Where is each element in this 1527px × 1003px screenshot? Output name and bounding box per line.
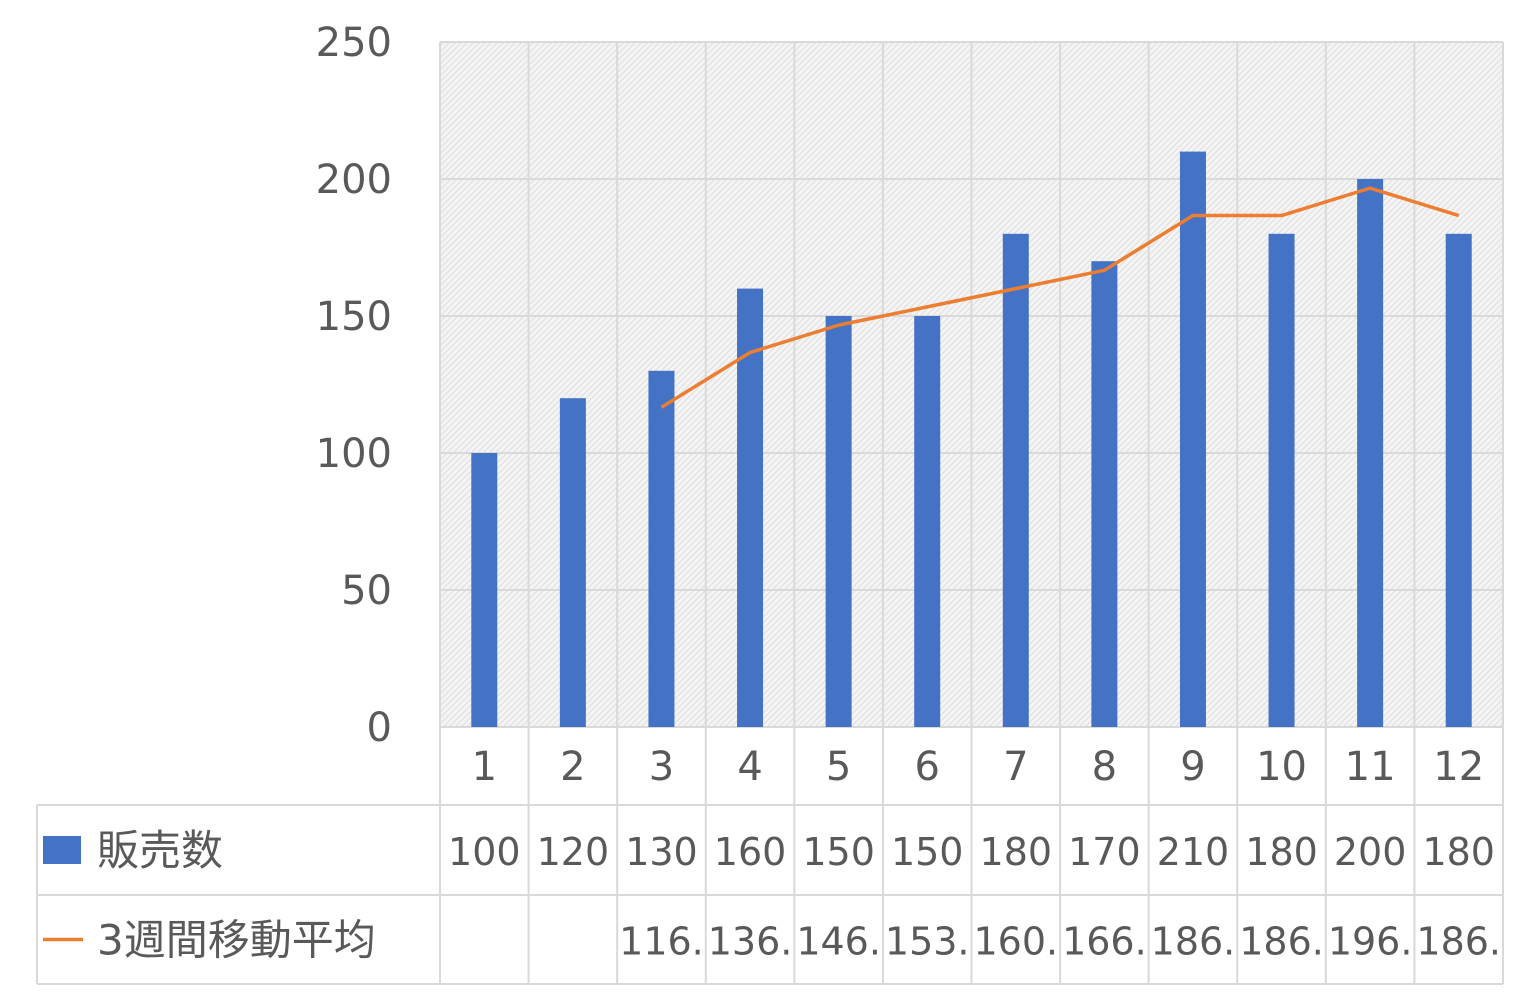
- bar-1: [471, 453, 497, 727]
- x-category-label: 8: [1092, 744, 1117, 790]
- bar-3: [648, 371, 674, 727]
- legend-series-name: 販売数: [97, 826, 223, 875]
- legend-key-bar: [43, 836, 81, 864]
- bar-11: [1357, 179, 1383, 727]
- x-category-label: 4: [737, 744, 762, 790]
- bar-9: [1180, 152, 1206, 727]
- bar-6: [914, 316, 940, 727]
- bar-8: [1091, 261, 1117, 727]
- y-tick-label: 50: [341, 568, 392, 614]
- x-category-label: 3: [649, 744, 674, 790]
- bar-12: [1446, 234, 1472, 727]
- data-table-value: 150: [802, 830, 875, 874]
- data-table-value: 136.: [708, 920, 793, 964]
- data-table-value: 186.: [1151, 920, 1236, 964]
- data-table-value: 200: [1334, 830, 1407, 874]
- x-category-label: 7: [1003, 744, 1028, 790]
- data-table-value: 153.: [885, 920, 970, 964]
- y-axis-tick-labels: 0 50 100 150 200 250: [316, 20, 392, 751]
- x-category-label: 6: [914, 744, 939, 790]
- data-table-value: 146.: [796, 920, 881, 964]
- data-table-value: 196.: [1328, 920, 1413, 964]
- data-table-value: 170: [1068, 830, 1141, 874]
- bar-7: [1003, 234, 1029, 727]
- x-category-label: 1: [472, 744, 497, 790]
- legend-series-name: 3週間移動平均: [97, 916, 376, 965]
- bar-5: [826, 316, 852, 727]
- data-table-value: 166.: [1062, 920, 1147, 964]
- x-category-label: 11: [1345, 744, 1396, 790]
- bar-2: [560, 398, 586, 727]
- x-category-label: 9: [1180, 744, 1205, 790]
- data-table-value: 180: [980, 830, 1053, 874]
- y-tick-label: 100: [316, 431, 392, 477]
- y-tick-label: 150: [316, 294, 392, 340]
- data-table-value: 180: [1422, 830, 1495, 874]
- data-table-value: 150: [891, 830, 964, 874]
- data-table-value: 186.: [1416, 920, 1501, 964]
- bar-10: [1269, 234, 1295, 727]
- x-category-label: 10: [1256, 744, 1307, 790]
- data-table-value: 120: [537, 830, 610, 874]
- x-category-label: 2: [560, 744, 585, 790]
- data-table-value: 160.: [973, 920, 1058, 964]
- x-category-label: 5: [826, 744, 851, 790]
- y-tick-label: 0: [367, 705, 392, 751]
- data-table-value: 210: [1157, 830, 1230, 874]
- y-tick-label: 250: [316, 20, 392, 66]
- data-table-value: 186.: [1239, 920, 1324, 964]
- y-tick-label: 200: [316, 157, 392, 203]
- data-table-value: 180: [1245, 830, 1318, 874]
- data-table-value: 160: [714, 830, 787, 874]
- x-category-label: 12: [1433, 744, 1484, 790]
- data-table-value: 130: [625, 830, 698, 874]
- data-table-value: 116.: [619, 920, 704, 964]
- data-table-value: 100: [448, 830, 521, 874]
